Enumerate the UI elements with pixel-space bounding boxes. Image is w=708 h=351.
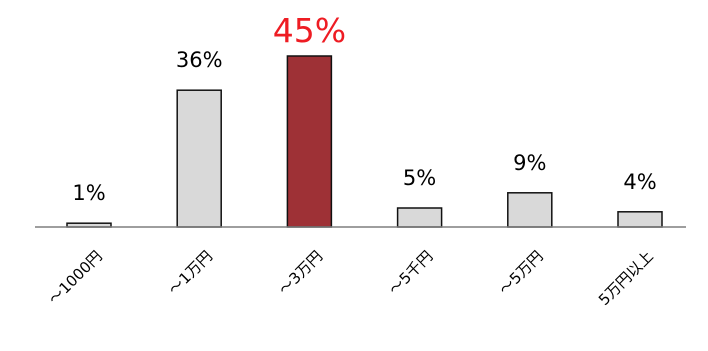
value-label-4: 9%	[513, 151, 546, 175]
bar-2	[286, 55, 333, 228]
category-label-1: ～1万円	[165, 247, 216, 298]
category-label-4: ～5万円	[495, 247, 546, 298]
value-label-1: 36%	[176, 48, 223, 72]
value-label-5: 4%	[623, 170, 656, 194]
category-labels-group: ～1000円 ～1万円 ～3万円 ～5千円 ～5万円 5万円以上	[45, 247, 657, 309]
bar-1	[176, 89, 222, 228]
category-label-3: ～5千円	[385, 247, 436, 298]
bar-4	[507, 192, 553, 228]
bar-3	[396, 207, 443, 228]
value-labels-group: 1% 36% 45% 5% 9% 4%	[72, 11, 656, 205]
value-label-3: 5%	[403, 166, 436, 190]
category-label-0: ～1000円	[45, 247, 106, 308]
value-label-0: 1%	[72, 181, 105, 205]
category-label-5: 5万円以上	[595, 247, 657, 309]
bars-group	[66, 55, 663, 228]
bar-5	[617, 211, 663, 228]
category-label-2: ～3万円	[275, 247, 326, 298]
value-label-2: 45%	[273, 11, 346, 50]
